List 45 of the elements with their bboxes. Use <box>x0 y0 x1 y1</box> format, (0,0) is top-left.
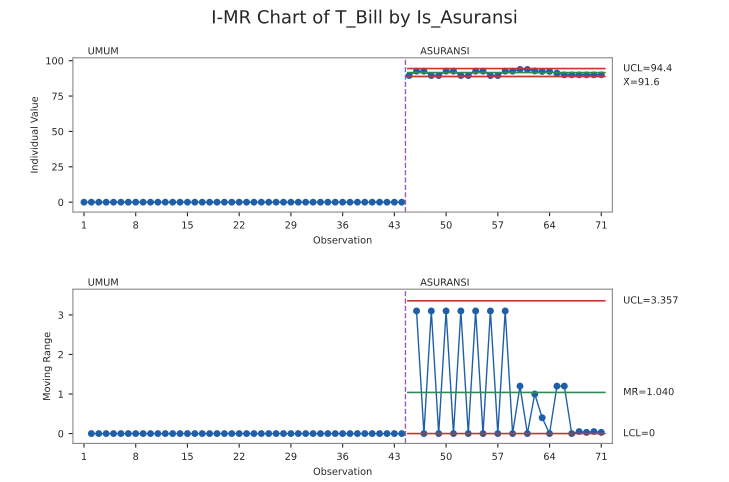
x-tick-label: 29 <box>285 452 296 460</box>
y-tick-label: 100 <box>46 57 64 64</box>
y-tick-label: 3 <box>58 311 64 319</box>
ref-line-label: UCL=94.4 <box>624 64 672 72</box>
x-tick-label: 50 <box>440 221 452 229</box>
x-tick-label: 15 <box>182 452 193 460</box>
x-tick-label: 71 <box>596 221 607 228</box>
x-axis-title: Observation <box>314 467 372 475</box>
y-axis-title: Individual Value <box>30 96 38 173</box>
text: ASURANSI <box>420 47 469 54</box>
y-tick-label: 0 <box>58 430 64 438</box>
x-tick-label: 36 <box>337 221 348 229</box>
x-tick-label: 64 <box>544 452 556 460</box>
x-tick-label: 43 <box>388 452 400 460</box>
y-axis-title: Moving Range <box>42 332 52 400</box>
chart-title: I-MR Chart of T_Bill by Is_Asuransi <box>212 10 516 28</box>
y-tick-label: 1 <box>58 390 63 398</box>
y-tick-label: 2 <box>58 350 63 358</box>
ref-line-label: X̄=91.6 <box>623 78 659 86</box>
x-tick-label: 50 <box>440 452 452 460</box>
y-tick-label: 0 <box>58 198 64 206</box>
x-axis-title: Observation <box>314 236 372 244</box>
x-tick-label: 22 <box>234 221 244 228</box>
x-tick-label: 22 <box>234 452 244 460</box>
text: UMUM <box>88 278 118 286</box>
x-tick-label: 57 <box>492 452 504 460</box>
ref-line-label: UCL=3.357 <box>624 296 678 304</box>
x-tick-label: 1 <box>82 221 86 228</box>
x-tick-label: 8 <box>133 452 138 460</box>
x-tick-label: 71 <box>596 452 607 460</box>
x-tick-label: 57 <box>492 221 504 229</box>
x-tick-label: 8 <box>133 221 138 229</box>
text: ASURANSI <box>420 278 469 286</box>
x-tick-label: 15 <box>182 221 193 229</box>
x-tick-label: 1 <box>82 452 86 460</box>
x-tick-label: 36 <box>337 452 348 460</box>
ref-line-label: MR̄=1.040 <box>624 388 674 396</box>
text: UMUM <box>88 47 118 54</box>
ref-line-label: LCL=0 <box>624 429 654 436</box>
x-tick-label: 64 <box>544 221 556 229</box>
x-tick-label: 29 <box>285 221 296 229</box>
y-tick-label: 50 <box>52 128 64 136</box>
y-tick-label: 75 <box>52 92 64 100</box>
y-tick-label: 25 <box>52 163 64 171</box>
x-tick-label: 43 <box>388 221 400 229</box>
